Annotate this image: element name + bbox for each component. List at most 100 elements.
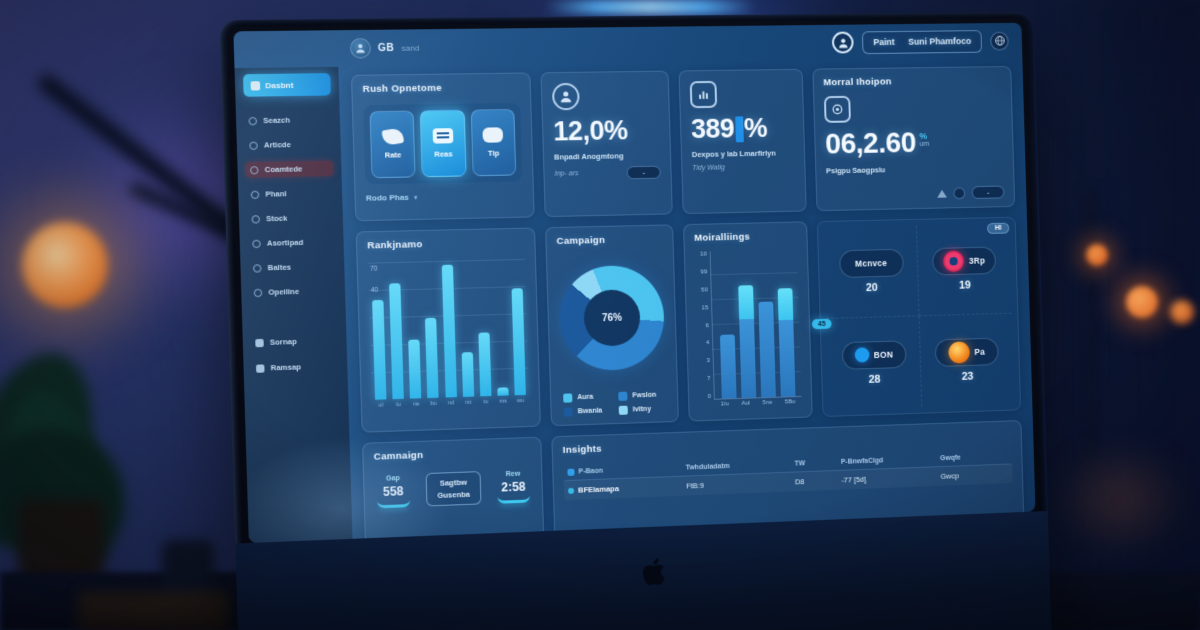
sidebar-item[interactable]: Asortipad xyxy=(248,234,336,251)
stacked-bar xyxy=(777,288,796,397)
card-title: Morral Ihoipon xyxy=(823,76,892,89)
social-channels-card: HI 45 Mcnvce 20 3Rp 19 BON 28 Pa 23 xyxy=(811,216,1022,418)
leaf-icon xyxy=(381,127,404,146)
table-cell: D8 xyxy=(794,477,805,487)
corner-tag[interactable]: HI xyxy=(987,222,1010,234)
sidebar-item-icon xyxy=(251,214,261,224)
menu-item[interactable]: Suni Phamfoco xyxy=(908,36,972,47)
y-tick-label: 3 xyxy=(706,358,710,365)
sidebar-item-label: Phanl xyxy=(265,189,287,199)
orange-light xyxy=(1126,286,1158,318)
document-icon xyxy=(432,128,454,144)
footer-link[interactable]: Rodo Phas xyxy=(365,192,409,203)
legend-label: Bwanla xyxy=(577,407,603,416)
legend-item: Ivitny xyxy=(618,404,666,415)
sidebar-item[interactable]: Coamtede xyxy=(245,160,334,178)
plant-leaf xyxy=(0,336,118,564)
bars xyxy=(368,258,529,400)
social-label: Mcnvce xyxy=(854,258,888,269)
bar xyxy=(425,317,439,399)
books xyxy=(78,592,228,630)
x-tick-label: tu xyxy=(396,401,401,409)
x-tick-label: 1/u xyxy=(720,401,729,408)
legend-item: Fwslon xyxy=(618,390,665,401)
light-streak xyxy=(545,0,755,14)
sidebar-item[interactable]: Baltes xyxy=(249,258,337,275)
donut-chart: 76% xyxy=(558,264,666,372)
social-cell: Mcnvce 20 xyxy=(823,225,920,319)
sidebar-item[interactable]: Sornap xyxy=(251,333,339,351)
donut-center: 76% xyxy=(583,289,641,347)
sidebar-item-icon xyxy=(252,239,261,248)
sidebar-item-icon xyxy=(252,263,262,273)
x-tick-label: wu xyxy=(516,397,525,405)
stat-chip[interactable]: Rew 2:58 xyxy=(497,470,531,504)
kpi-action-button[interactable]: - xyxy=(626,165,661,180)
sidebar-item-active[interactable]: Dasbnt xyxy=(243,73,331,97)
social-count: 28 xyxy=(868,373,881,386)
bar-chart-plot: 70 40 xyxy=(367,257,529,400)
campaign-button[interactable]: Sagtbw Gusenba xyxy=(425,471,482,507)
x-tick-label: no xyxy=(465,399,472,406)
metric-action-button[interactable]: - xyxy=(971,185,1005,199)
social-badge-instagram[interactable]: 3Rp xyxy=(932,246,997,276)
social-badge-twitter[interactable]: BON xyxy=(841,339,907,370)
bar xyxy=(461,352,474,397)
sidebar: Dasbnt Seazch Articde Coamtede Phanl Stock As… xyxy=(234,66,353,543)
stat-chip[interactable]: Gap 558 xyxy=(376,474,411,508)
metric-label: Psigpu Saogpslu xyxy=(825,165,886,176)
sidebar-item-icon xyxy=(248,116,258,125)
badge-icon xyxy=(482,127,504,143)
sidebar-item-icon xyxy=(255,363,265,373)
header-controls: Paint Suni Phamfoco xyxy=(832,29,1009,54)
plant-leaf xyxy=(0,396,157,594)
globe-icon[interactable] xyxy=(990,31,1009,51)
social-badge-firefox[interactable]: Pa xyxy=(934,337,999,367)
sidebar-item[interactable]: Ramsap xyxy=(252,358,340,376)
bar xyxy=(497,387,509,396)
shelf xyxy=(1086,190,1096,470)
action-tiles: Rate Reas Tip xyxy=(363,102,523,185)
social-badge-pill[interactable]: Mcnvce xyxy=(838,248,904,278)
apple-logo-icon xyxy=(642,558,666,586)
user-avatar[interactable] xyxy=(832,31,855,54)
action-tile-tip[interactable]: Tip xyxy=(470,108,517,177)
social-label: 3Rp xyxy=(968,255,986,266)
legend-swatch xyxy=(563,407,573,417)
sidebar-item[interactable]: Seazch xyxy=(244,112,332,129)
action-tile-reas[interactable]: Reas xyxy=(420,109,467,178)
social-cell: 3Rp 19 xyxy=(916,223,1012,317)
metric-value: 06,2.60 xyxy=(824,127,917,161)
x-tick-label: 5Bu xyxy=(784,399,796,406)
bar-segment-base xyxy=(778,320,796,397)
kpi-label: Bnpadi Anogmtong xyxy=(553,151,624,162)
column-header: P-BnwfaClgd xyxy=(840,456,884,466)
chart-title: Rankjnamo xyxy=(367,239,423,252)
y-tick-label: 7 xyxy=(706,376,711,383)
triangle-icon[interactable] xyxy=(937,189,947,198)
stacked-chart-card: Moiralliings 10 99 50 15 6 4 3 7 0 1/u Aul 5ns 5Bu xyxy=(683,221,813,422)
legend-swatch xyxy=(618,391,628,401)
dashboard-icon xyxy=(250,80,261,90)
column-header: Twhduladatm xyxy=(685,462,730,472)
action-tile-rate[interactable]: Rate xyxy=(369,110,416,179)
header-menu: Paint Suni Phamfoco xyxy=(862,29,983,54)
metric-unit: % xyxy=(919,131,928,142)
browser-icon xyxy=(948,340,970,364)
chevron-down-icon: ▾ xyxy=(413,194,418,202)
side-tag[interactable]: 45 xyxy=(811,318,832,330)
circle-icon[interactable] xyxy=(953,186,966,199)
kpi-card-2: 389% Dexpos y lab Lmarfirlyn Tidy Watig xyxy=(678,68,807,215)
sidebar-item[interactable]: Opeiline xyxy=(249,283,337,301)
row-icon xyxy=(567,487,575,494)
sidebar-item[interactable]: Stock xyxy=(247,210,335,227)
social-count: 20 xyxy=(865,281,878,295)
orange-light xyxy=(1170,300,1194,324)
sidebar-item[interactable]: Articde xyxy=(245,136,333,153)
menu-item[interactable]: Paint xyxy=(873,36,895,48)
y-axis-ticks: 70 40 xyxy=(370,266,378,295)
bar xyxy=(408,339,422,399)
sidebar-item[interactable]: Phanl xyxy=(246,185,334,202)
x-tick-label: na xyxy=(412,401,420,408)
person-icon xyxy=(551,82,580,111)
